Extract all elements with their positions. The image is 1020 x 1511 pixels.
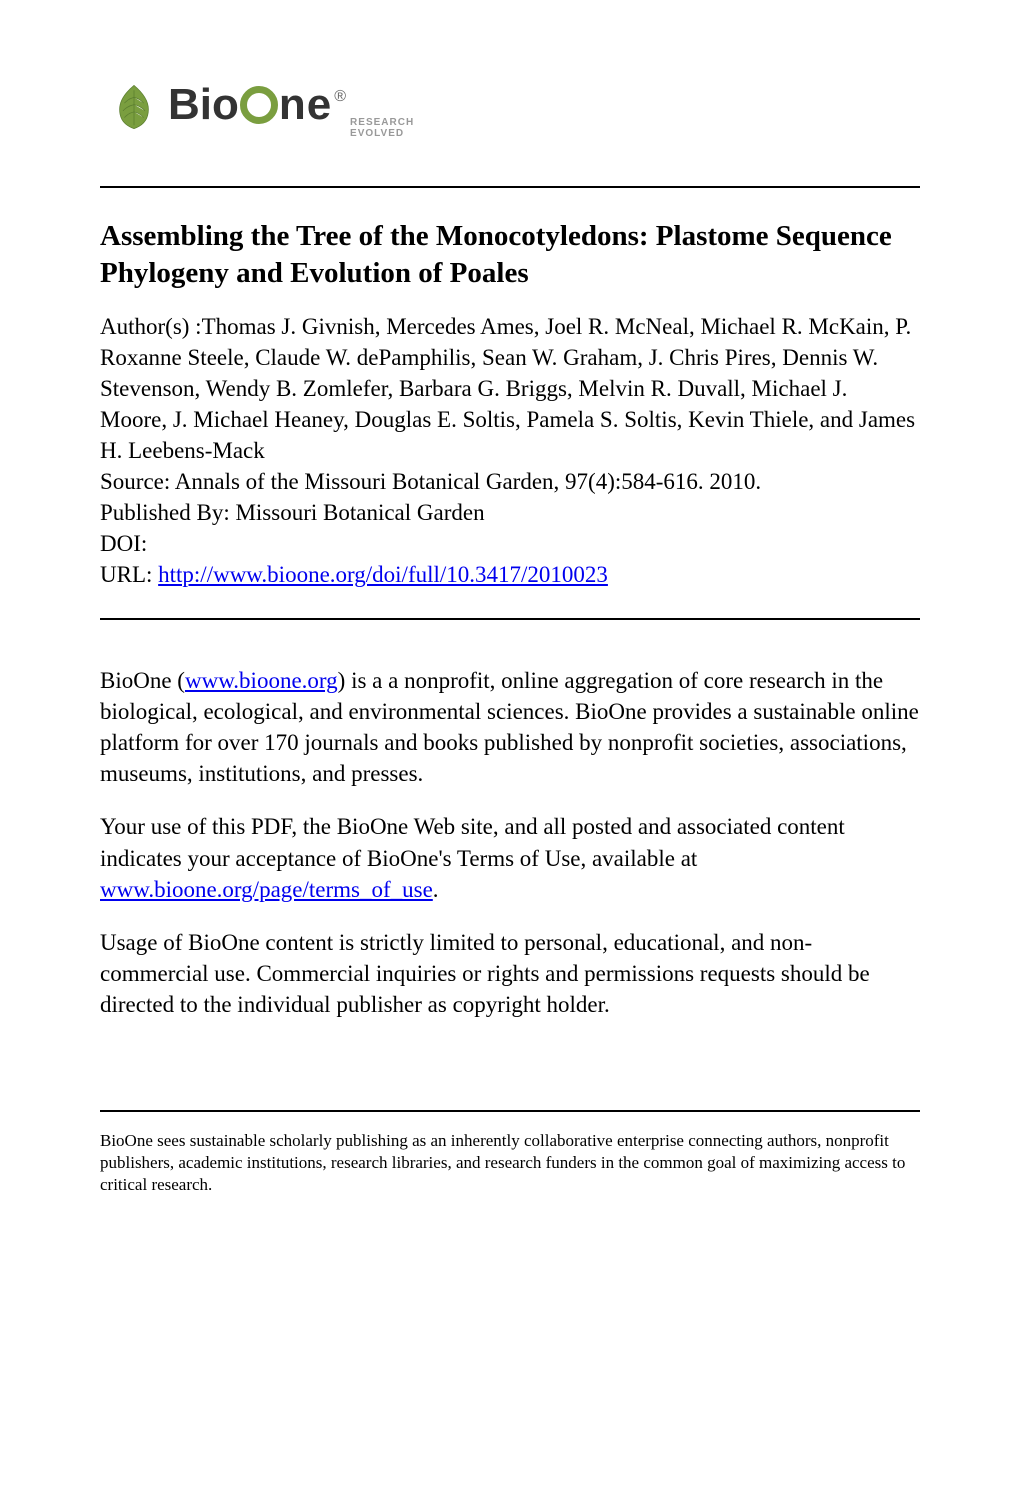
para2-suffix: . bbox=[433, 877, 439, 902]
footer-section: BioOne sees sustainable scholarly publis… bbox=[100, 1110, 920, 1196]
source-citation: Annals of the Missouri Botanical Garden,… bbox=[175, 469, 761, 494]
bioone-logo: Bio ne ® RESEARCH EVOLVED bbox=[110, 80, 414, 133]
article-url-link[interactable]: http://www.bioone.org/doi/full/10.3417/2… bbox=[158, 562, 608, 587]
body-para-terms: Your use of this PDF, the BioOne Web sit… bbox=[100, 811, 920, 904]
terms-of-use-link[interactable]: www.bioone.org/page/terms_of_use bbox=[100, 877, 433, 902]
source-line: Source: Annals of the Missouri Botanical… bbox=[100, 466, 920, 497]
logo-container: Bio ne ® RESEARCH EVOLVED bbox=[100, 80, 920, 136]
source-label: Source: bbox=[100, 469, 175, 494]
doi-label: DOI: bbox=[100, 531, 147, 556]
authors-label: Author(s) : bbox=[100, 314, 202, 339]
logo-brand-suffix: ne bbox=[279, 80, 332, 130]
body-para-about: BioOne (www.bioone.org) is a a nonprofit… bbox=[100, 665, 920, 789]
divider-top bbox=[100, 186, 920, 188]
body-para-usage: Usage of BioOne content is strictly limi… bbox=[100, 927, 920, 1020]
authors-list: Thomas J. Givnish, Mercedes Ames, Joel R… bbox=[100, 314, 915, 463]
registered-mark: ® bbox=[334, 88, 346, 106]
bioone-home-link[interactable]: www.bioone.org bbox=[185, 668, 338, 693]
logo-text: Bio ne ® RESEARCH EVOLVED bbox=[168, 80, 414, 133]
logo-tagline: RESEARCH EVOLVED bbox=[350, 117, 414, 139]
tagline-bottom: EVOLVED bbox=[350, 128, 414, 139]
body-section: BioOne (www.bioone.org) is a a nonprofit… bbox=[100, 665, 920, 1019]
leaf-icon bbox=[110, 83, 158, 131]
article-title: Assembling the Tree of the Monocotyledon… bbox=[100, 218, 920, 293]
published-by-line: Published By: Missouri Botanical Garden bbox=[100, 497, 920, 528]
url-line: URL: http://www.bioone.org/doi/full/10.3… bbox=[100, 559, 920, 590]
logo-brand-prefix: Bio bbox=[168, 80, 239, 130]
publisher-name: Missouri Botanical Garden bbox=[235, 500, 484, 525]
published-by-label: Published By: bbox=[100, 500, 235, 525]
article-metadata-section: Assembling the Tree of the Monocotyledon… bbox=[100, 218, 920, 591]
divider-bottom bbox=[100, 1110, 920, 1112]
url-label: URL: bbox=[100, 562, 158, 587]
divider-middle bbox=[100, 618, 920, 620]
tagline-top: RESEARCH bbox=[350, 117, 414, 128]
footer-text: BioOne sees sustainable scholarly publis… bbox=[100, 1130, 920, 1196]
para1-prefix: BioOne ( bbox=[100, 668, 185, 693]
para2-prefix: Your use of this PDF, the BioOne Web sit… bbox=[100, 814, 845, 870]
authors-line: Author(s) :Thomas J. Givnish, Mercedes A… bbox=[100, 311, 920, 466]
doi-line: DOI: bbox=[100, 528, 920, 559]
logo-o-circle bbox=[240, 86, 278, 124]
